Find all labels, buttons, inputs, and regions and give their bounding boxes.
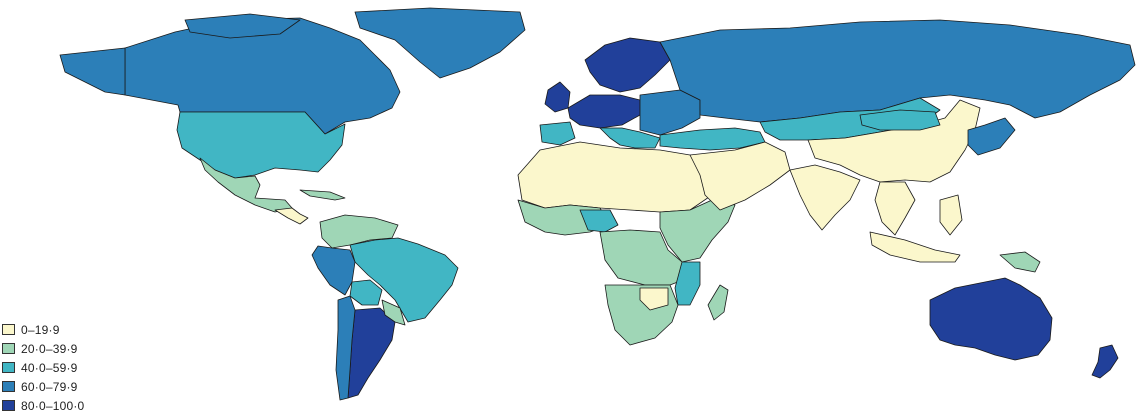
region-middle-east	[689, 141, 791, 211]
legend-label: 80·0–100·0	[21, 398, 85, 413]
legend-label: 0–19·9	[21, 322, 60, 337]
legend-label: 20·0–39·9	[21, 341, 78, 356]
region-mexico	[199, 157, 293, 213]
region-chile	[335, 295, 356, 401]
region-alaska	[59, 47, 126, 96]
region-arctic-islands	[184, 13, 301, 39]
region-mongolia	[859, 109, 941, 131]
region-mozambique	[674, 261, 701, 306]
region-iberia	[539, 121, 576, 146]
region-greenland	[354, 7, 526, 79]
region-zambia-zimbabwe	[639, 287, 669, 311]
legend-label: 40·0–59·9	[21, 360, 78, 375]
region-uk-ireland	[544, 81, 571, 113]
legend-item: 0–19·9	[2, 320, 84, 339]
region-brazil	[349, 237, 459, 323]
region-india	[789, 164, 861, 231]
region-colombia-venezuela	[319, 214, 399, 249]
legend-item: 20·0–39·9	[2, 339, 84, 358]
legend-swatch	[2, 343, 15, 354]
legend-swatch	[2, 324, 15, 335]
region-russia	[659, 19, 1136, 123]
region-southeast-asia	[874, 181, 916, 236]
region-central-america	[274, 207, 309, 225]
region-eastern-europe	[639, 89, 701, 136]
legend-swatch	[2, 400, 15, 411]
region-new-zealand	[1091, 344, 1119, 379]
region-bolivia	[349, 279, 383, 306]
legend-item: 80·0–100·0	[2, 396, 84, 415]
region-peru	[311, 245, 356, 296]
legend-item: 60·0–79·9	[2, 377, 84, 396]
legend: 0–19·9 20·0–39·9 40·0–59·9 60·0–79·9 80·…	[2, 320, 84, 415]
region-indonesia-west	[869, 231, 961, 263]
region-scandinavia	[584, 37, 671, 93]
region-nigeria	[579, 209, 619, 233]
region-madagascar	[707, 284, 729, 321]
region-italy-balkans	[599, 127, 661, 149]
region-japan-korea	[967, 117, 1016, 156]
legend-label: 60·0–79·9	[21, 379, 78, 394]
region-australia	[929, 277, 1053, 361]
legend-swatch	[2, 381, 15, 392]
region-philippines	[939, 194, 963, 236]
legend-swatch	[2, 362, 15, 373]
legend-item: 40·0–59·9	[2, 358, 84, 377]
region-papua-new-guinea	[999, 251, 1041, 273]
region-united-states	[176, 111, 346, 179]
region-north-africa	[517, 141, 713, 213]
region-east-africa	[659, 199, 736, 263]
region-argentina	[347, 307, 396, 399]
region-western-europe	[567, 94, 641, 129]
region-caribbean	[299, 189, 346, 201]
region-uruguay-paraguay	[381, 299, 406, 326]
